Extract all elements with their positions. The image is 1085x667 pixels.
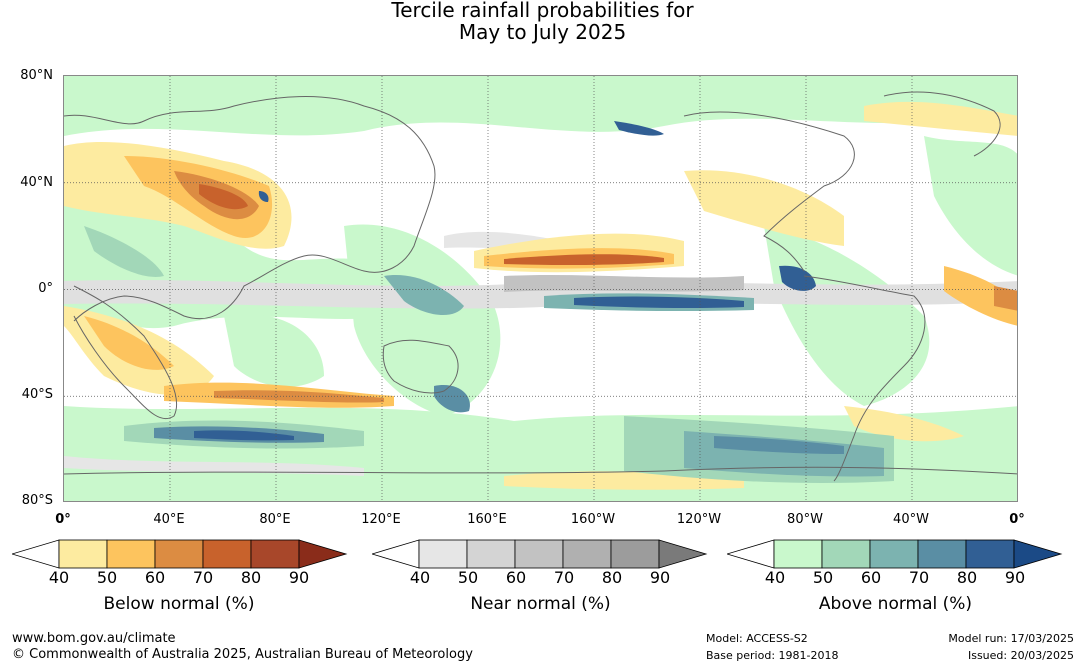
- legend-above-normal: [727, 538, 1067, 570]
- legend1-tick: 40: [409, 568, 431, 587]
- footer-model-run: Model run: 17/03/2025: [948, 632, 1074, 645]
- colorbar-segment: [154, 539, 204, 569]
- colorbar-segment: [821, 539, 871, 569]
- legend1-tick: 80: [601, 568, 623, 587]
- legend1-tick: 60: [505, 568, 527, 587]
- colorbar-segment: [610, 539, 660, 569]
- legend0-tick: 40: [48, 568, 70, 587]
- legend-near-normal-title: Near normal (%): [470, 594, 611, 614]
- legend2-tick: 40: [764, 568, 786, 587]
- colorbar-low-extend: [372, 539, 420, 569]
- legend0-tick: 60: [144, 568, 166, 587]
- legend0-tick: 50: [96, 568, 118, 587]
- footer-issued: Issued: 20/03/2025: [967, 649, 1074, 662]
- colorbar-segment: [514, 539, 564, 569]
- lat-label-80n: 80°N: [20, 68, 53, 83]
- footer-model: Model: ACCESS-S2: [706, 632, 808, 645]
- lon-label-120w: 120°W: [676, 512, 722, 527]
- footer-base-period: Base period: 1981-2018: [706, 649, 839, 662]
- lon-label-80w: 80°W: [787, 512, 823, 527]
- legend-near-normal-colorbar: [372, 539, 708, 569]
- lon-label-160e: 160°E: [467, 512, 507, 527]
- graticule: [64, 76, 1017, 501]
- legend0-tick: 90: [288, 568, 310, 587]
- legend-above-normal-title: Above normal (%): [818, 594, 973, 614]
- colorbar-segment: [562, 539, 612, 569]
- colorbar-segment: [58, 539, 108, 569]
- colorbar-segment: [917, 539, 967, 569]
- lon-label-80e: 80°E: [259, 512, 291, 527]
- colorbar-high-extend: [298, 539, 348, 569]
- legend2-tick: 50: [812, 568, 834, 587]
- lat-label-0: 0°: [38, 281, 53, 296]
- coastlines: [64, 91, 1017, 482]
- colorbar-segment: [250, 539, 300, 569]
- legend0-tick: 80: [240, 568, 262, 587]
- legend-below-normal-colorbar: [12, 539, 348, 569]
- colorbar-high-extend: [658, 539, 708, 569]
- map-canvas: [64, 76, 1017, 501]
- colorbar-high-extend: [1013, 539, 1063, 569]
- lat-label-40n: 40°N: [20, 175, 53, 190]
- colorbar-segment: [773, 539, 823, 569]
- map-title-line1: Tercile rainfall probabilities for: [391, 0, 694, 22]
- legend0-tick: 70: [192, 568, 214, 587]
- colorbar-segment: [418, 539, 468, 569]
- lon-label-40e: 40°E: [153, 512, 185, 527]
- legend2-tick: 90: [1004, 568, 1026, 587]
- lon-label-160w: 160°W: [570, 512, 616, 527]
- colorbar-segment: [106, 539, 156, 569]
- legend-near-normal: [372, 538, 712, 570]
- colorbar-segment: [869, 539, 919, 569]
- legend1-tick: 70: [553, 568, 575, 587]
- colorbar-segment: [965, 539, 1015, 569]
- above-normal-high-layer: [84, 121, 894, 483]
- footer-url: www.bom.gov.au/climate: [12, 631, 176, 646]
- legend-above-normal-colorbar: [727, 539, 1063, 569]
- lon-label-120e: 120°E: [361, 512, 401, 527]
- rainfall-probability-map: [63, 75, 1018, 502]
- legend2-tick: 70: [908, 568, 930, 587]
- colorbar-low-extend: [12, 539, 60, 569]
- lon-label-40w: 40°W: [893, 512, 929, 527]
- legend-below-normal: [12, 538, 352, 570]
- lon-label-0-west: 0°: [55, 512, 71, 527]
- colorbar-low-extend: [727, 539, 775, 569]
- map-title-line2: May to July 2025: [458, 20, 627, 44]
- legend1-tick: 90: [649, 568, 671, 587]
- legend2-tick: 60: [860, 568, 882, 587]
- legend-below-normal-title: Below normal (%): [103, 594, 255, 614]
- colorbar-segment: [202, 539, 252, 569]
- lon-label-0-east: 0°: [1009, 512, 1025, 527]
- lat-label-40s: 40°S: [21, 387, 53, 402]
- footer-copyright: © Commonwealth of Australia 2025, Austra…: [12, 647, 473, 662]
- legend1-tick: 50: [457, 568, 479, 587]
- legend2-tick: 80: [956, 568, 978, 587]
- lat-label-80s: 80°S: [21, 493, 53, 508]
- colorbar-segment: [466, 539, 516, 569]
